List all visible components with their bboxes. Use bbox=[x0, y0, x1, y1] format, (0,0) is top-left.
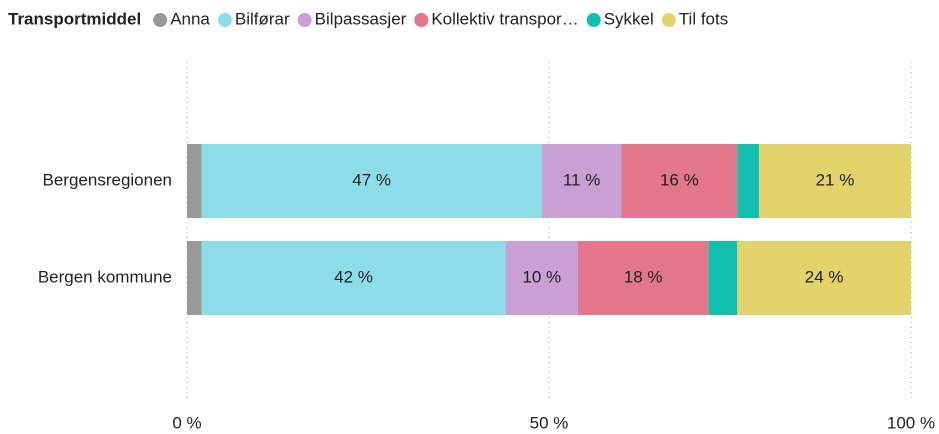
legend-marker bbox=[586, 13, 601, 27]
legend-label: Bilpassasjer bbox=[315, 9, 407, 28]
x-tick-label: 50 % bbox=[530, 413, 569, 432]
legend-marker bbox=[661, 13, 676, 27]
bar-segment bbox=[201, 241, 506, 315]
legend-label: Sykkel bbox=[604, 9, 654, 28]
value-label: 21 % bbox=[816, 170, 855, 189]
x-tick-label: 100 % bbox=[887, 413, 935, 432]
bar-segment bbox=[187, 241, 202, 315]
category-label: Bergen kommune bbox=[38, 267, 172, 286]
value-label: 10 % bbox=[522, 267, 561, 286]
legend-label: Til fots bbox=[679, 9, 728, 28]
value-label: 11 % bbox=[563, 170, 601, 189]
value-label: 42 % bbox=[334, 267, 373, 286]
value-label: 24 % bbox=[805, 267, 844, 286]
bar-segment bbox=[577, 241, 709, 315]
value-label: 16 % bbox=[660, 170, 699, 189]
bar-segment bbox=[708, 241, 738, 315]
bar-segment bbox=[187, 144, 202, 218]
legend-marker bbox=[414, 13, 429, 27]
legend-title: Transportmiddel bbox=[8, 9, 141, 28]
legend-marker bbox=[153, 13, 168, 27]
value-label: 47 % bbox=[352, 170, 391, 189]
x-tick-label: 0 % bbox=[172, 413, 201, 432]
category-label: Bergensregionen bbox=[43, 170, 172, 189]
bar-segment bbox=[541, 144, 622, 218]
legend-label: Kollektiv transpor… bbox=[431, 9, 578, 28]
value-label: 18 % bbox=[624, 267, 663, 286]
bar-segment bbox=[201, 144, 542, 218]
bar-segment bbox=[758, 144, 911, 218]
bar-segment bbox=[505, 241, 578, 315]
legend-label: Bilførar bbox=[235, 9, 290, 28]
bar-segment bbox=[621, 144, 738, 218]
legend-label: Anna bbox=[170, 9, 210, 28]
legend-marker bbox=[217, 13, 232, 27]
legend-marker bbox=[297, 13, 312, 27]
bar-segment bbox=[737, 241, 911, 315]
bar-segment bbox=[737, 144, 759, 218]
